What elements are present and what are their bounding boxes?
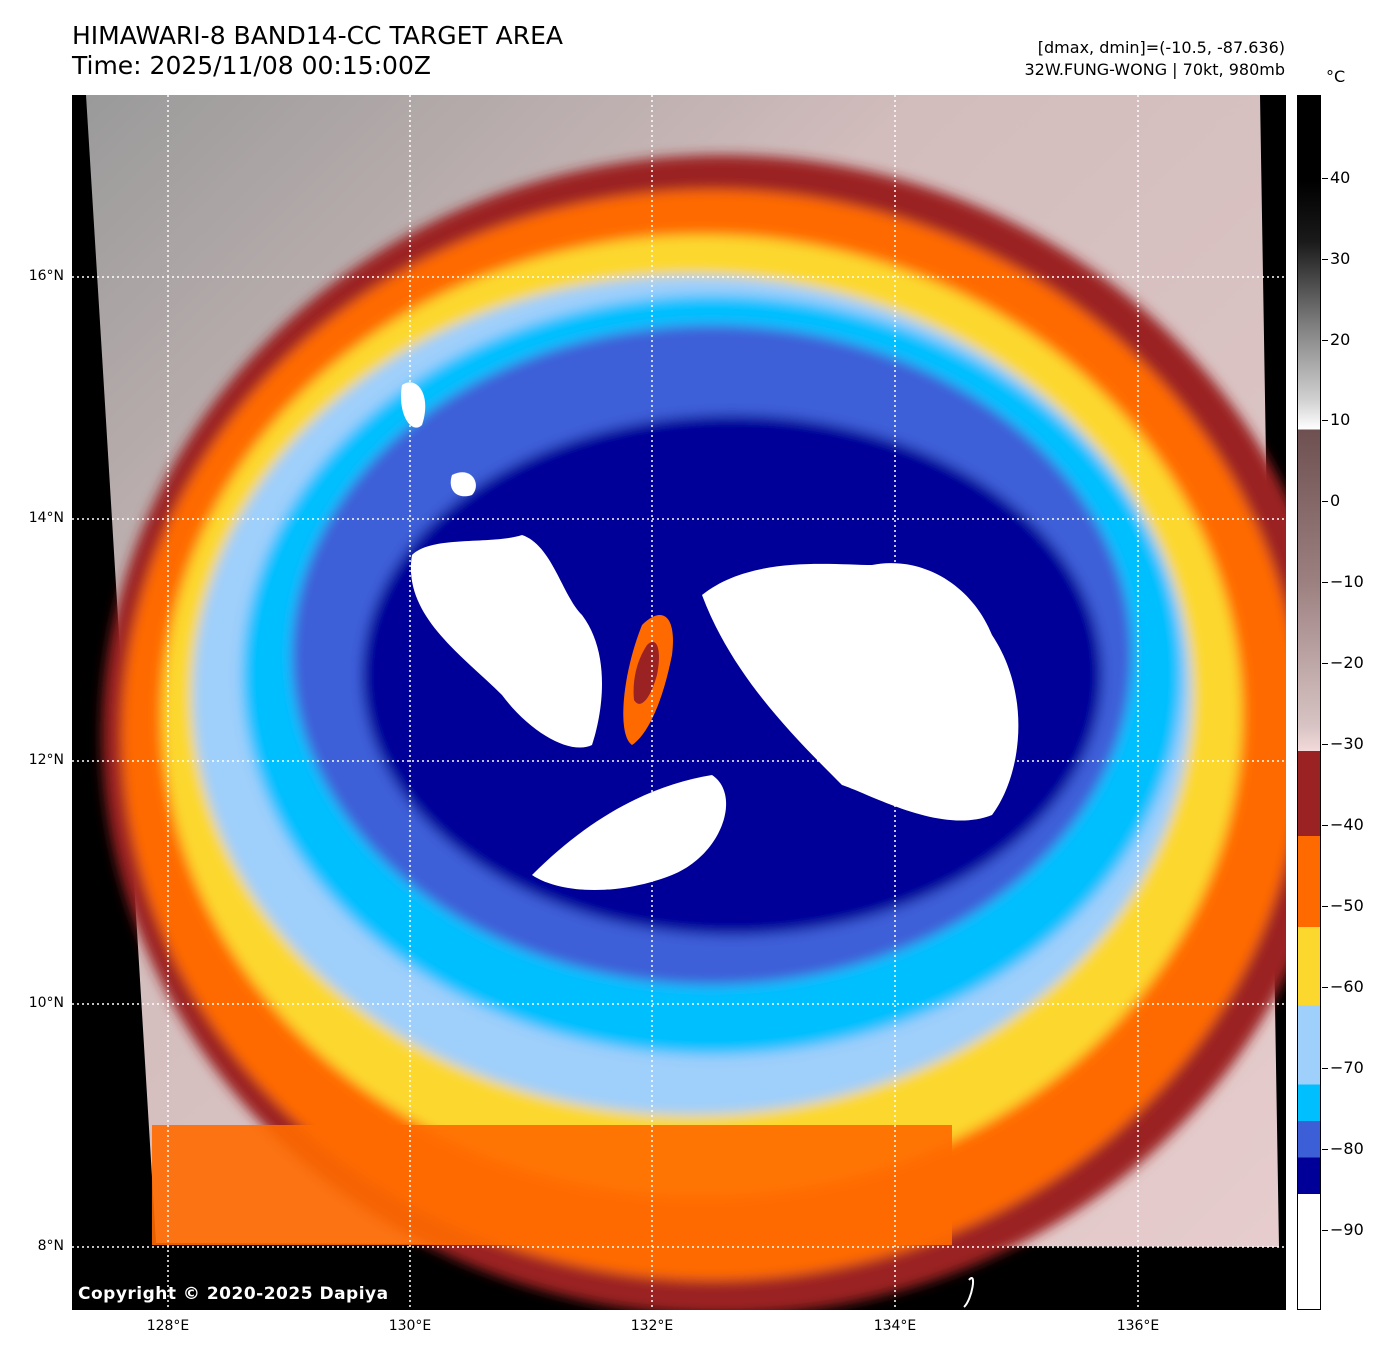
- colorbar-tick: [1322, 825, 1328, 826]
- colorbar-label-m70: −70: [1330, 1058, 1364, 1077]
- colorbar-label-m30: −30: [1330, 734, 1364, 753]
- colorbar-label-m10: −10: [1330, 572, 1364, 591]
- colorbar-label-m90: −90: [1330, 1220, 1364, 1239]
- colorbar-tick: [1322, 744, 1328, 745]
- colorbar-tick: [1322, 178, 1328, 179]
- storm-info: 32W.FUNG-WONG | 70kt, 980mb: [1024, 60, 1285, 79]
- graticule: [72, 95, 1286, 1310]
- lon-label-132e: 132°E: [630, 1318, 674, 1334]
- colorbar-tick: [1322, 259, 1328, 260]
- colorbar-label-m80: −80: [1330, 1139, 1364, 1158]
- lat-label-8n: 8°N: [37, 1238, 64, 1254]
- lon-label-130e: 130°E: [388, 1318, 432, 1334]
- chart-title: HIMAWARI-8 BAND14-CC TARGET AREA: [72, 21, 564, 50]
- colorbar-label-m60: −60: [1330, 977, 1364, 996]
- lon-label-134e: 134°E: [873, 1318, 917, 1334]
- colorbar-unit: °C: [1326, 67, 1346, 86]
- colorbar-tick: [1322, 906, 1328, 907]
- colorbar-tick: [1322, 1230, 1328, 1231]
- dmax-dmin-info: [dmax, dmin]=(-10.5, -87.636): [1037, 38, 1285, 57]
- colorbar-label-m40: −40: [1330, 815, 1364, 834]
- lat-label-10n: 10°N: [28, 995, 64, 1011]
- colorbar-label-20: 20: [1330, 330, 1351, 349]
- lon-label-136e: 136°E: [1116, 1318, 1160, 1334]
- colorbar-label-0: 0: [1330, 491, 1341, 510]
- lon-label-128e: 128°E: [146, 1318, 190, 1334]
- colorbar-tick: [1322, 1068, 1328, 1069]
- colorbar-label-10: 10: [1330, 410, 1351, 429]
- colorbar-label-m50: −50: [1330, 896, 1364, 915]
- colorbar-label-m20: −20: [1330, 653, 1364, 672]
- lat-label-12n: 12°N: [28, 752, 64, 768]
- colorbar-tick: [1322, 987, 1328, 988]
- colorbar-tick: [1322, 340, 1328, 341]
- cloud-top-imagery: [72, 95, 1286, 1310]
- colorbar: [1297, 95, 1321, 1310]
- colorbar-tick: [1322, 582, 1328, 583]
- colorbar-label-40: 40: [1330, 168, 1351, 187]
- colorbar-tick: [1322, 420, 1328, 421]
- colorbar-tick: [1322, 501, 1328, 502]
- colorbar-label-30: 30: [1330, 249, 1351, 268]
- coastline: [963, 1277, 975, 1308]
- chart-time: Time: 2025/11/08 00:15:00Z: [72, 51, 431, 80]
- lat-label-16n: 16°N: [28, 268, 64, 284]
- colorbar-tick: [1322, 663, 1328, 664]
- copyright-text: Copyright © 2020-2025 Dapiya: [78, 1284, 389, 1304]
- lat-label-14n: 14°N: [28, 510, 64, 526]
- satellite-image: Copyright © 2020-2025 Dapiya: [72, 95, 1286, 1310]
- colorbar-tick: [1322, 1149, 1328, 1150]
